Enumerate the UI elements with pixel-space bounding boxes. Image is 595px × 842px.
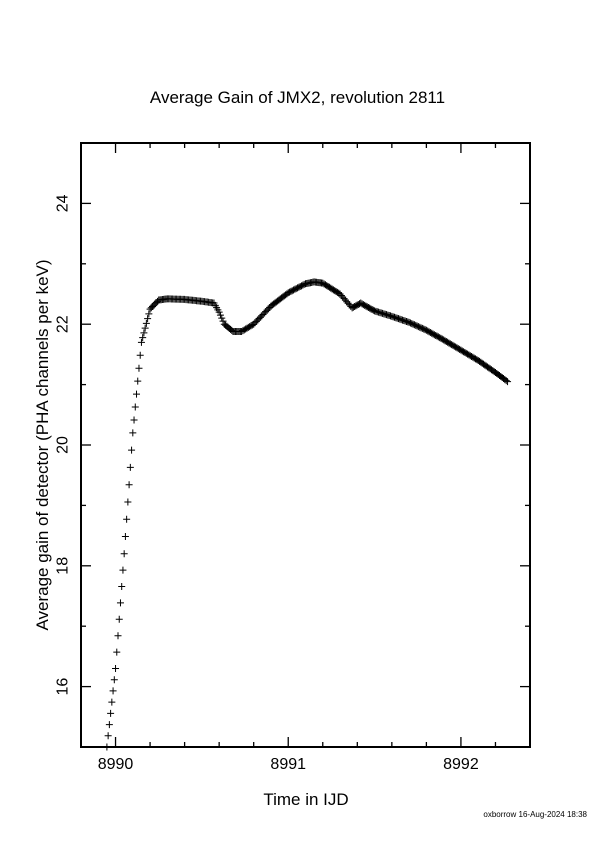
data-point (134, 377, 142, 385)
data-point (215, 308, 223, 316)
data-point (140, 329, 148, 337)
data-point (136, 351, 144, 359)
data-point (118, 583, 126, 591)
data-point (139, 334, 147, 342)
data-point (123, 515, 131, 523)
axis-ticks: 8990 8991 8992 16 18 20 22 24 (55, 142, 531, 773)
data-point (141, 324, 149, 332)
data-point (130, 416, 138, 424)
data-point (108, 698, 116, 706)
data-point (145, 310, 153, 318)
data-point (216, 311, 224, 319)
data-point (128, 446, 136, 454)
data-point (114, 632, 122, 640)
data-point (125, 481, 133, 489)
data-point (502, 377, 510, 385)
data-point (129, 429, 137, 437)
data-point (113, 648, 121, 656)
data-point (107, 709, 115, 717)
data-point (142, 319, 150, 327)
x-tick-label: 8992 (443, 756, 479, 773)
data-point (112, 664, 120, 672)
data-point (133, 390, 141, 398)
data-markers (103, 278, 512, 751)
data-point (109, 687, 117, 695)
data-point (105, 721, 113, 729)
footer-stamp: oxborrow 16-Aug-2024 18:38 (483, 810, 587, 819)
y-tick-label: 24 (55, 194, 72, 212)
data-point (135, 364, 143, 372)
data-point (124, 498, 132, 506)
x-axis-label: Time in IJD (263, 790, 349, 809)
chart-title: Average Gain of JMX2, revolution 2811 (149, 88, 446, 107)
y-tick-label: 22 (55, 315, 72, 333)
data-point (119, 566, 127, 574)
y-tick-label: 16 (55, 678, 72, 696)
y-tick-label: 18 (55, 557, 72, 575)
y-axis-label: Average gain of detector (PHA channels p… (33, 259, 52, 631)
data-point (144, 315, 152, 323)
data-point (131, 403, 139, 411)
data-point (219, 317, 227, 325)
data-point (104, 732, 112, 740)
data-point (126, 463, 134, 471)
data-point (120, 550, 128, 558)
data-point (218, 314, 226, 322)
y-tick-label: 20 (55, 436, 72, 454)
x-tick-label: 8990 (98, 756, 134, 773)
data-point (137, 338, 145, 346)
data-point (116, 599, 124, 607)
x-tick-label: 8991 (270, 756, 306, 773)
data-point (504, 378, 512, 386)
data-point (115, 615, 123, 623)
plot-frame (80, 142, 531, 748)
data-point (121, 532, 129, 540)
data-point (110, 676, 118, 684)
